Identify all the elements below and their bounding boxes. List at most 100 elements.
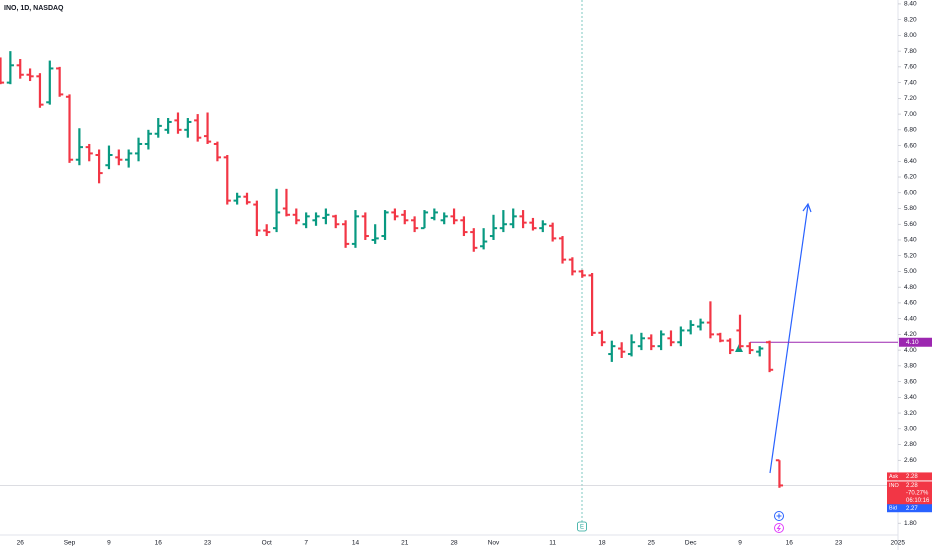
horizontal-line-label-box — [899, 337, 932, 347]
y-tick-label: 5.80 — [904, 205, 917, 212]
ohlc-bar — [361, 212, 369, 240]
y-tick-label: 7.80 — [904, 48, 917, 55]
ohlc-bar — [342, 220, 350, 248]
y-tick-label: 6.80 — [904, 127, 917, 134]
ohlc-bar — [203, 112, 212, 144]
ohlc-bar — [618, 342, 626, 358]
y-tick-label: 5.40 — [904, 237, 917, 244]
ohlc-bar — [302, 212, 310, 229]
ohlc-bar — [588, 273, 596, 336]
ohlc-bar — [647, 334, 655, 351]
ohlc-bar — [16, 59, 24, 79]
ohlc-bar — [450, 208, 458, 225]
price-label-name: Bid — [889, 506, 897, 512]
ohlc-bar — [292, 208, 300, 225]
ohlc-bar — [194, 114, 202, 142]
arrow-head — [802, 202, 812, 213]
ohlc-bar — [95, 149, 103, 184]
ohlc-bar — [312, 212, 320, 226]
y-tick-label: 6.20 — [904, 174, 917, 181]
ohlc-bar — [263, 224, 271, 237]
ohlc-bar — [154, 118, 162, 138]
x-tick-label: 9 — [107, 540, 111, 547]
y-tick-label: 5.00 — [904, 268, 917, 275]
ohlc-bar — [46, 60, 54, 105]
ohlc-bar — [529, 217, 537, 231]
price-label-box — [887, 472, 932, 481]
x-tick-label: 21 — [401, 540, 409, 547]
ohlc-bar — [233, 192, 241, 205]
x-tick-label: 18 — [598, 540, 606, 547]
price-label-value: 2.28 — [906, 474, 918, 480]
x-tick-label: 23 — [204, 540, 212, 547]
y-tick-label: 7.20 — [904, 95, 917, 102]
ohlc-bar — [598, 330, 606, 347]
x-tick-label: 2025 — [891, 540, 906, 547]
ohlc-bar — [322, 208, 330, 225]
y-tick-label: 6.60 — [904, 142, 917, 149]
ohlc-bar — [105, 145, 113, 170]
add-icon-plus — [776, 513, 782, 519]
y-tick-label: 4.80 — [904, 284, 917, 291]
ohlc-bar — [696, 318, 705, 331]
y-tick-label: 4.00 — [904, 347, 917, 354]
price-label-box — [887, 481, 932, 506]
price-label-value: 2.28 — [906, 483, 918, 489]
y-tick-label: 3.20 — [904, 410, 917, 417]
y-tick-label: 4.40 — [904, 315, 917, 322]
ohlc-bar — [213, 141, 222, 162]
y-tick-label: 8.20 — [904, 16, 917, 23]
ohlc-bar — [440, 212, 448, 225]
ohlc-bar — [371, 224, 379, 244]
y-tick-label: 3.40 — [904, 394, 917, 401]
ohlc-bar — [558, 236, 567, 264]
ohlc-bar — [174, 112, 182, 134]
price-label-countdown: 06:10:16 — [906, 498, 930, 504]
ohlc-bar — [430, 208, 438, 221]
y-tick-label: 6.00 — [904, 189, 917, 196]
ohlc-bar — [509, 208, 517, 229]
ohlc-bar — [391, 208, 399, 221]
ohlc-bar — [243, 192, 251, 205]
ohlc-bar — [627, 334, 636, 357]
ohlc-bar — [411, 216, 419, 233]
ohlc-bar — [549, 222, 557, 242]
ohlc-bar — [706, 301, 715, 339]
ohlc-bar — [0, 57, 5, 85]
trend-arrow — [769, 204, 809, 474]
price-label-change: -70.27% — [906, 491, 929, 497]
y-tick-label: 3.60 — [904, 378, 917, 385]
x-tick-label: 14 — [352, 540, 360, 547]
ohlc-bar — [746, 342, 754, 355]
y-tick-label: 4.20 — [904, 331, 917, 338]
y-tick-label: 3.00 — [904, 426, 917, 433]
y-tick-label: 2.60 — [904, 457, 917, 464]
ohlc-bar — [115, 149, 123, 166]
y-tick-label: 7.00 — [904, 111, 917, 118]
ohlc-bar — [765, 340, 774, 373]
y-tick-label: 3.80 — [904, 363, 917, 370]
y-tick-label: 6.40 — [904, 158, 917, 165]
y-tick-label: 5.20 — [904, 252, 917, 259]
ohlc-bar — [282, 188, 291, 217]
y-tick-label: 1.80 — [904, 520, 917, 527]
ohlc-bar — [65, 94, 74, 163]
earnings-badge — [577, 521, 587, 532]
y-tick-label: 5.60 — [904, 221, 917, 228]
ohlc-bar — [539, 220, 547, 233]
y-tick-label: 8.40 — [904, 1, 917, 8]
ohlc-bar — [85, 143, 93, 162]
horizontal-line-label: 4.10 — [906, 339, 919, 346]
x-tick-label: 11 — [549, 540, 556, 547]
ohlc-bar — [489, 214, 498, 240]
x-tick-label: 9 — [738, 540, 742, 547]
ohlc-bar — [332, 214, 340, 229]
ohlc-bar — [756, 346, 764, 357]
ohlc-bar — [637, 332, 645, 351]
ohlc-bar — [26, 68, 34, 82]
ohlc-bar — [578, 269, 586, 278]
ohlc-bar — [519, 210, 527, 229]
x-tick-label: 23 — [835, 540, 843, 547]
